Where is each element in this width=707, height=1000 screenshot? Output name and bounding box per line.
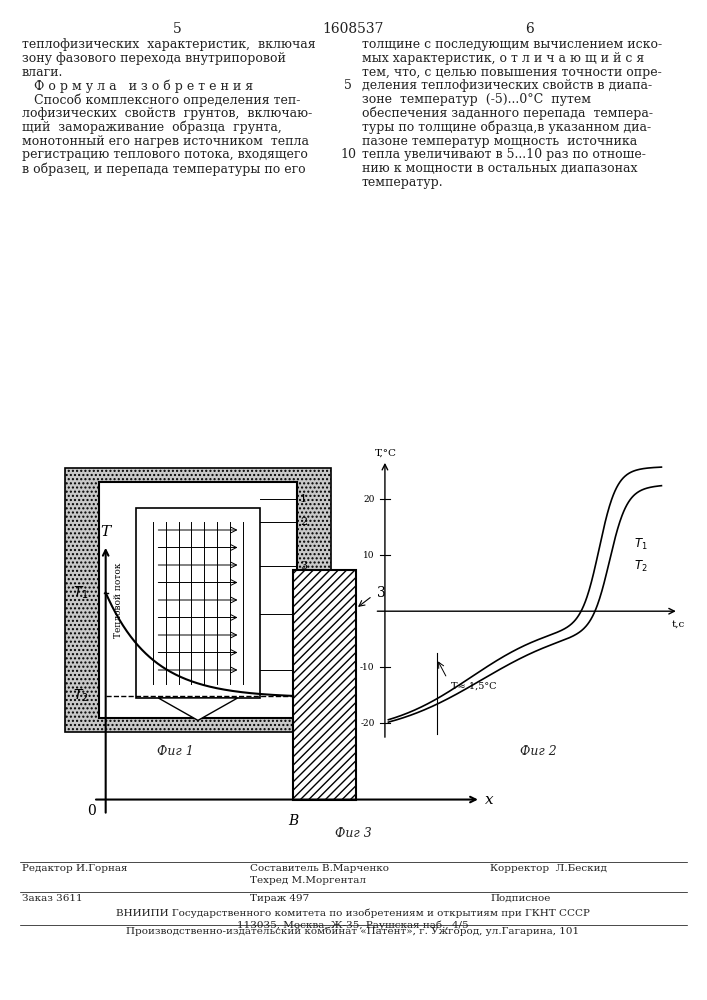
Text: 5: 5 bbox=[344, 79, 352, 92]
Text: 10: 10 bbox=[363, 551, 375, 560]
Text: 0: 0 bbox=[87, 804, 95, 818]
Text: B: B bbox=[288, 814, 298, 828]
Text: Техред М.Моргентал: Техред М.Моргентал bbox=[250, 876, 366, 885]
Text: Заказ 3611: Заказ 3611 bbox=[22, 894, 83, 903]
Text: 113035, Москва, Ж-35, Раушская наб., 4/5: 113035, Москва, Ж-35, Раушская наб., 4/5 bbox=[237, 921, 469, 930]
Text: Способ комплексного определения теп-: Способ комплексного определения теп- bbox=[22, 93, 300, 107]
Text: Составитель В.Марченко: Составитель В.Марченко bbox=[250, 864, 389, 873]
Text: 3: 3 bbox=[377, 586, 385, 600]
Text: обеспечения заданного перепада  темпера-: обеспечения заданного перепада темпера- bbox=[362, 107, 653, 120]
Text: зону фазового перехода внутрипоровой: зону фазового перехода внутрипоровой bbox=[22, 52, 286, 65]
Bar bbox=[136, 508, 260, 698]
Text: туры по толщине образца,в указанном диа-: туры по толщине образца,в указанном диа- bbox=[362, 121, 651, 134]
Text: 3: 3 bbox=[300, 561, 307, 571]
Text: Производственно-издательский комбинат «Патент», г. Ужгород, ул.Гагарина, 101: Производственно-издательский комбинат «П… bbox=[127, 927, 580, 936]
Text: толщине с последующим вычислением иско-: толщине с последующим вычислением иско- bbox=[362, 38, 662, 51]
Text: $T_1$: $T_1$ bbox=[74, 585, 89, 601]
Text: Фиг 3: Фиг 3 bbox=[334, 827, 371, 840]
Text: 10: 10 bbox=[340, 148, 356, 161]
Text: 6: 6 bbox=[525, 22, 534, 36]
Text: лофизических  свойств  грунтов,  включаю-: лофизических свойств грунтов, включаю- bbox=[22, 107, 312, 120]
Text: T: T bbox=[100, 525, 111, 539]
Text: x: x bbox=[485, 793, 493, 807]
Text: Корректор  Л.Бескид: Корректор Л.Бескид bbox=[490, 864, 607, 873]
Text: Тепловой поток: Тепловой поток bbox=[115, 562, 123, 638]
Text: Фиг 2: Фиг 2 bbox=[520, 745, 556, 758]
Bar bbox=[99, 482, 297, 718]
Text: Тираж 497: Тираж 497 bbox=[250, 894, 309, 903]
Text: 1: 1 bbox=[300, 494, 307, 504]
Text: теплофизических  характеристик,  включая: теплофизических характеристик, включая bbox=[22, 38, 315, 51]
Text: пазоне температур мощность  источника: пазоне температур мощность источника bbox=[362, 135, 637, 148]
Text: Фиг 1: Фиг 1 bbox=[157, 745, 194, 758]
Text: t,c: t,c bbox=[672, 620, 685, 629]
Text: 5: 5 bbox=[300, 665, 307, 675]
Text: тем, что, с целью повышения точности опре-: тем, что, с целью повышения точности опр… bbox=[362, 66, 662, 79]
Text: Подписное: Подписное bbox=[490, 894, 550, 903]
Text: 20: 20 bbox=[363, 495, 375, 504]
Text: $T_2$: $T_2$ bbox=[633, 559, 648, 574]
Text: 4: 4 bbox=[300, 609, 307, 619]
Text: регистрацию теплового потока, входящего: регистрацию теплового потока, входящего bbox=[22, 148, 308, 161]
Text: в образец, и перепада температуры по его: в образец, и перепада температуры по его bbox=[22, 162, 305, 176]
Text: -20: -20 bbox=[360, 719, 375, 728]
Text: $T_2$: $T_2$ bbox=[74, 688, 89, 704]
Text: ВНИИПИ Государственного комитета по изобретениям и открытиям при ГКНТ СССР: ВНИИПИ Государственного комитета по изоб… bbox=[116, 908, 590, 918]
Bar bbox=[293, 570, 356, 800]
Text: 1608537: 1608537 bbox=[322, 22, 384, 36]
Text: тепла увеличивают в 5...10 раз по отноше-: тепла увеличивают в 5...10 раз по отноше… bbox=[362, 148, 646, 161]
Text: T,°C: T,°C bbox=[375, 448, 397, 457]
Text: Редактор И.Горная: Редактор И.Горная bbox=[22, 864, 127, 873]
Text: -10: -10 bbox=[360, 663, 375, 672]
Text: влаги.: влаги. bbox=[22, 66, 64, 79]
Text: T≈ 1,5°C: T≈ 1,5°C bbox=[450, 681, 496, 690]
Text: $T_1$: $T_1$ bbox=[633, 536, 648, 552]
Text: 6: 6 bbox=[324, 724, 331, 734]
Text: мых характеристик, о т л и ч а ю щ и й с я: мых характеристик, о т л и ч а ю щ и й с… bbox=[362, 52, 644, 65]
Text: щий  замораживание  образца  грунта,: щий замораживание образца грунта, bbox=[22, 121, 282, 134]
Text: зоне  температур  (-5)...0°С  путем: зоне температур (-5)...0°С путем bbox=[362, 93, 591, 106]
Text: монотонный его нагрев источником  тепла: монотонный его нагрев источником тепла bbox=[22, 135, 309, 148]
Text: нию к мощности в остальных диапазонах: нию к мощности в остальных диапазонах bbox=[362, 162, 638, 175]
Text: 5: 5 bbox=[173, 22, 182, 36]
Text: 2: 2 bbox=[300, 517, 307, 527]
Text: деления теплофизических свойств в диапа-: деления теплофизических свойств в диапа- bbox=[362, 79, 652, 92]
Text: температур.: температур. bbox=[362, 176, 443, 189]
Text: Ф о р м у л а   и з о б р е т е н и я: Ф о р м у л а и з о б р е т е н и я bbox=[22, 79, 253, 93]
Polygon shape bbox=[158, 698, 238, 720]
